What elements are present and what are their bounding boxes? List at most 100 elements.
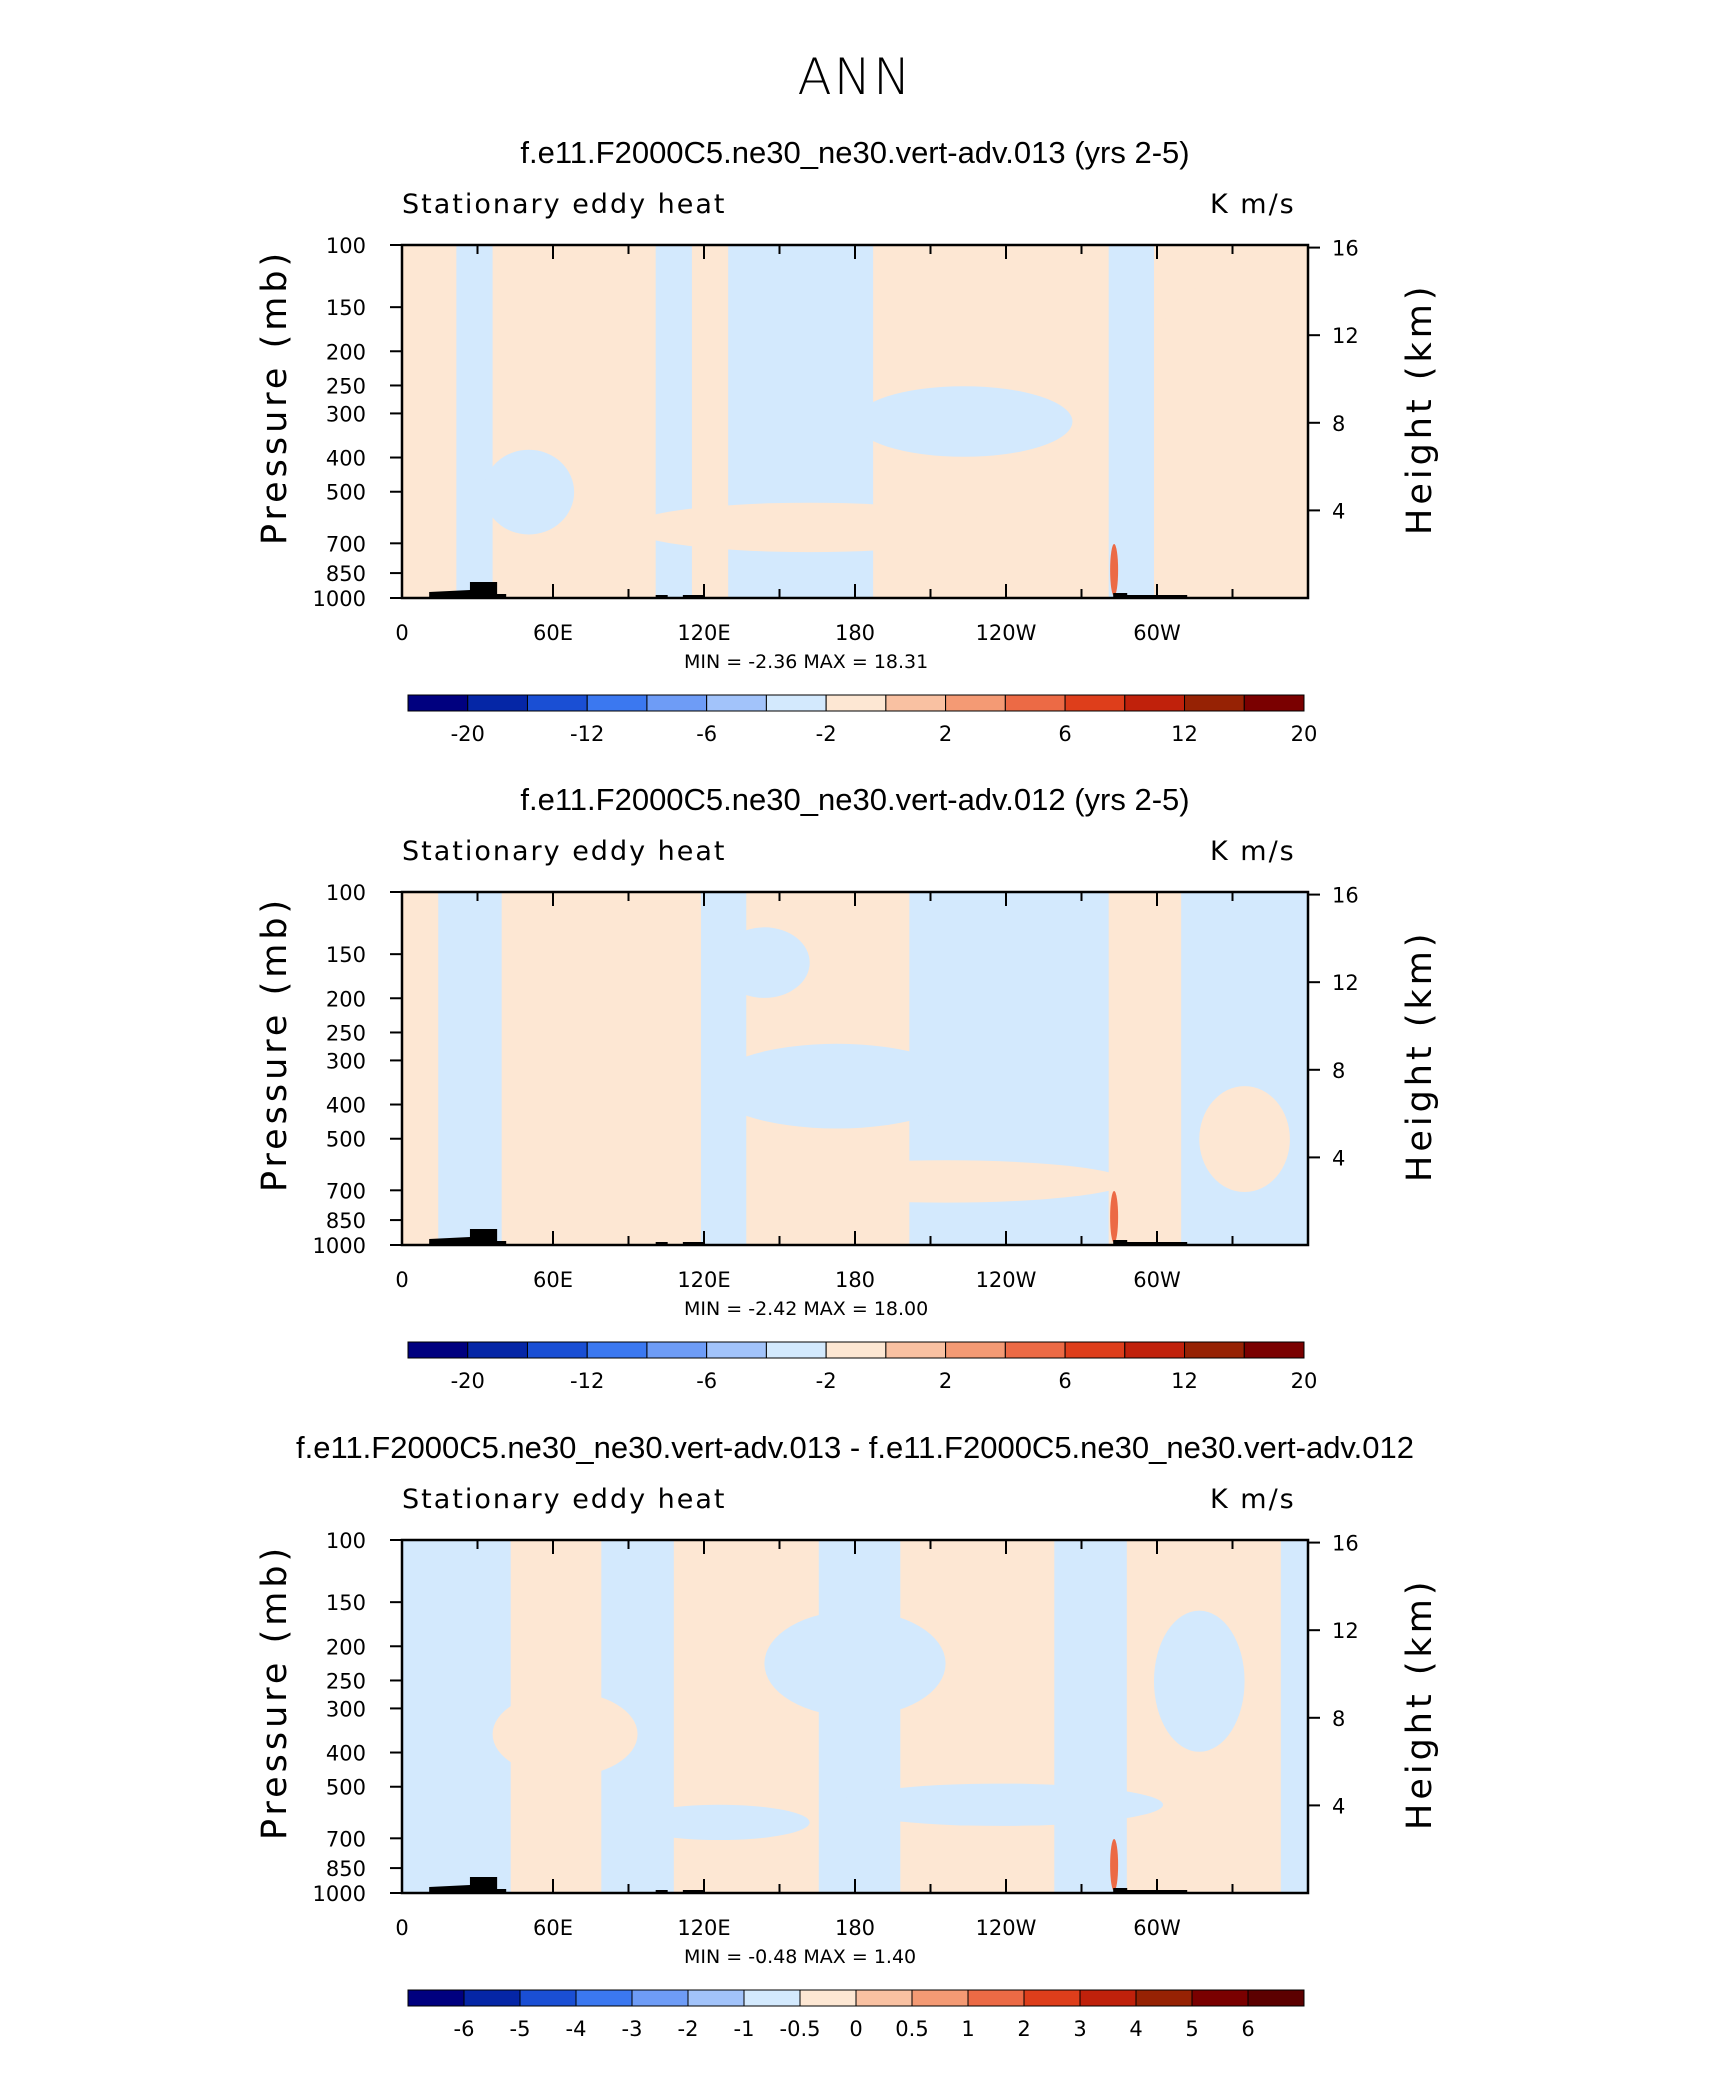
- field-band: [438, 892, 503, 1245]
- colorbar-label: 4: [1129, 2017, 1142, 2041]
- x-tick-label: 120W: [976, 1916, 1037, 1940]
- colorbar-swatch: [1135, 1989, 1193, 2007]
- colorbar-label: 20: [1291, 1369, 1318, 1393]
- field-band: [1181, 892, 1309, 1245]
- colorbar-swatch: [407, 1989, 465, 2007]
- panel-title: f.e11.F2000C5.ne30_ne30.vert-adv.013 - f…: [296, 1430, 1414, 1465]
- y-right-tick-label: 12: [1332, 324, 1359, 348]
- y-tick-label: 500: [326, 1776, 366, 1800]
- y-tick-label: 1000: [313, 1882, 366, 1906]
- y-tick-label: 500: [326, 481, 366, 505]
- colorbar-swatch: [519, 1989, 577, 2007]
- colorbar-label: -2: [678, 2017, 699, 2041]
- y-tick-label: 300: [326, 1049, 366, 1073]
- x-tick-label: 180: [835, 1268, 875, 1292]
- field-patch: [628, 1804, 810, 1841]
- colorbar-swatch: [967, 1989, 1025, 2007]
- x-tick-label: 120W: [976, 621, 1037, 645]
- y-right-tick-label: 12: [1332, 971, 1359, 995]
- colorbar-label: 0: [849, 2017, 862, 2041]
- colorbar-swatch: [646, 1341, 708, 1359]
- warm-anomaly: [1110, 544, 1119, 596]
- y-tick-label: 850: [326, 1857, 366, 1881]
- colorbar-swatch: [526, 694, 588, 712]
- y-right-tick-label: 16: [1332, 1532, 1359, 1556]
- colorbar-swatch: [825, 694, 887, 712]
- panel-title: f.e11.F2000C5.ne30_ne30.vert-adv.013 (yr…: [520, 135, 1190, 170]
- min-max-text: MIN = -2.42 MAX = 18.00: [684, 1298, 928, 1320]
- y-tick-label: 100: [326, 881, 366, 905]
- x-tick-label: 180: [835, 621, 875, 645]
- field-patch: [719, 927, 810, 998]
- field-band: [1108, 245, 1155, 598]
- field-patch: [537, 997, 665, 1104]
- colorbar-swatch: [463, 1989, 521, 2007]
- colorbar-label: -6: [696, 1369, 717, 1393]
- colorbar-swatch: [825, 1341, 887, 1359]
- chart-panel-1: f.e11.F2000C5.ne30_ne30.vert-adv.013 (yr…: [0, 135, 1710, 775]
- y-tick-label: 250: [326, 374, 366, 398]
- colorbar-swatch: [407, 1341, 469, 1359]
- y-right-tick-label: 8: [1332, 1707, 1345, 1731]
- variable-label: Stationary eddy heat: [402, 189, 727, 220]
- colorbar-swatch: [799, 1989, 857, 2007]
- chart-panel-2: f.e11.F2000C5.ne30_ne30.vert-adv.012 (yr…: [0, 782, 1710, 1422]
- x-tick-label: 120W: [976, 1268, 1037, 1292]
- colorbar-swatch: [743, 1989, 801, 2007]
- y-tick-label: 100: [326, 234, 366, 258]
- colorbar-label: -1: [734, 2017, 755, 2041]
- chart-panel-3: f.e11.F2000C5.ne30_ne30.vert-adv.013 - f…: [0, 1430, 1710, 2070]
- contour-field: [402, 245, 1309, 598]
- colorbar-swatch: [765, 694, 827, 712]
- colorbar-swatch: [885, 694, 947, 712]
- colorbar-swatch: [706, 694, 767, 712]
- colorbar: [407, 1341, 1305, 1359]
- y-tick-label: 1000: [313, 1234, 366, 1258]
- y-right-tick-label: 4: [1332, 499, 1345, 523]
- x-tick-label: 120E: [677, 621, 730, 645]
- colorbar-swatch: [945, 1341, 1006, 1359]
- y-tick-label: 500: [326, 1128, 366, 1152]
- colorbar-label: -4: [566, 2017, 587, 2041]
- y-tick-label: 250: [326, 1021, 366, 1045]
- y-tick-label: 150: [326, 943, 366, 967]
- colorbar-swatch: [467, 694, 528, 712]
- colorbar-swatch: [575, 1989, 633, 2007]
- y-tick-label: 850: [326, 562, 366, 586]
- field-patch: [764, 1160, 1127, 1203]
- colorbar-swatch: [1004, 694, 1066, 712]
- field-band: [673, 1540, 820, 1893]
- colorbar-swatch: [631, 1989, 689, 2007]
- colorbar-swatch: [646, 694, 708, 712]
- colorbar-swatch: [855, 1989, 913, 2007]
- colorbar-label: 6: [1058, 722, 1071, 746]
- colorbar-label: -2: [816, 1369, 837, 1393]
- chart-svg: 0 60E 120E 180 120W 60W 100 150 200 250 300 400 500 7…: [313, 234, 1359, 746]
- colorbar-label: -20: [451, 722, 485, 746]
- warm-anomaly: [1110, 1839, 1119, 1891]
- units-label: K m/s: [1210, 1484, 1296, 1515]
- colorbar-swatch: [1064, 1341, 1126, 1359]
- x-tick-label: 120E: [677, 1916, 730, 1940]
- field-patch: [1199, 1086, 1290, 1193]
- y-right-tick-label: 4: [1332, 1794, 1345, 1818]
- x-tick-label: 60W: [1133, 1268, 1181, 1292]
- colorbar-swatch: [1191, 1989, 1249, 2007]
- colorbar-swatch: [1124, 1341, 1186, 1359]
- y-tick-label: 400: [326, 447, 366, 471]
- colorbar-swatch: [911, 1989, 969, 2007]
- units-label: K m/s: [1210, 836, 1296, 867]
- colorbar-swatch: [1184, 1341, 1245, 1359]
- units-label: K m/s: [1210, 189, 1296, 220]
- y-right-tick-label: 8: [1332, 1059, 1345, 1083]
- colorbar-swatch: [687, 1989, 745, 2007]
- field-patch: [483, 449, 575, 535]
- colorbar-swatch: [467, 1341, 528, 1359]
- x-tick-label: 0: [395, 621, 408, 645]
- x-tick-label: 60E: [533, 1916, 573, 1940]
- field-patch: [492, 1691, 638, 1777]
- colorbar-swatch: [526, 1341, 588, 1359]
- y-tick-label: 850: [326, 1209, 366, 1233]
- colorbar-label: 2: [1017, 2017, 1030, 2041]
- x-tick-label: 0: [395, 1916, 408, 1940]
